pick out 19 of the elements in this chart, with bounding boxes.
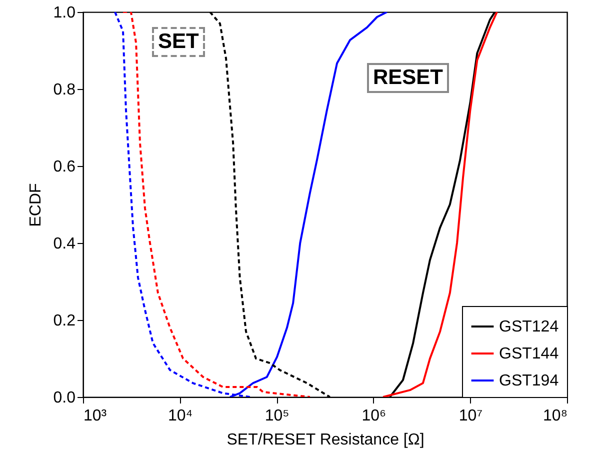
legend-label: GST144 <box>499 346 559 362</box>
y-tick-label: 0.0 <box>53 390 76 406</box>
legend-label: GST124 <box>499 318 559 336</box>
x-tick-label: 10⁶ <box>362 408 386 424</box>
x-tick-label: 10³ <box>84 408 108 424</box>
text-frame: RESET <box>367 63 450 93</box>
legend-label: GST194 <box>499 372 559 390</box>
y-tick-label: 0.4 <box>53 236 76 252</box>
y-tick-label: 0.6 <box>53 158 76 176</box>
y-tick-label: 0.8 <box>53 82 76 98</box>
x-tick-label: 10⁸ <box>542 408 568 424</box>
y-axis-title: ECDF <box>27 183 44 227</box>
y-tick-label: 1.0 <box>53 4 76 22</box>
y-tick-label: 0.2 <box>53 312 76 330</box>
x-tick-label: 10⁵ <box>264 408 290 424</box>
x-tick-label: 10⁴ <box>168 408 193 424</box>
x-tick-label: 10⁷ <box>458 408 483 424</box>
text-frame: SET <box>152 27 205 57</box>
x-axis-title: SET/RESET Resistance [Ω] <box>226 432 424 448</box>
